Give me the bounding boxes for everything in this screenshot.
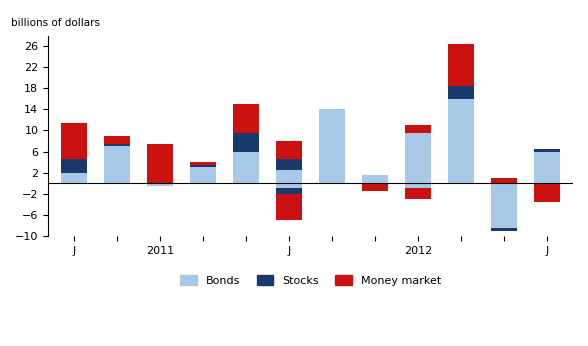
Bar [491, 228, 517, 230]
Bar [61, 173, 87, 183]
Bar [190, 165, 216, 167]
Bar [233, 104, 259, 133]
Bar [491, 178, 517, 183]
Text: 2012: 2012 [404, 246, 432, 256]
Bar [405, 183, 431, 189]
Bar [448, 44, 474, 86]
Bar [534, 183, 560, 202]
Bar [448, 99, 474, 183]
Bar [147, 183, 173, 186]
Bar [405, 189, 431, 199]
Bar [405, 125, 431, 133]
Bar [276, 160, 302, 170]
Bar [319, 109, 345, 183]
Bar [276, 194, 302, 220]
Bar [147, 144, 173, 183]
Bar [276, 189, 302, 194]
Bar [61, 122, 87, 160]
Bar [104, 144, 130, 146]
Bar [534, 152, 560, 183]
Bar [61, 160, 87, 173]
Bar [233, 152, 259, 183]
Bar [104, 136, 130, 144]
Text: billions of dollars: billions of dollars [11, 18, 101, 28]
Bar [362, 175, 388, 183]
Legend: Bonds, Stocks, Money market: Bonds, Stocks, Money market [175, 271, 446, 290]
Bar [362, 183, 388, 191]
Bar [190, 162, 216, 165]
Text: 2011: 2011 [146, 246, 174, 256]
Bar [233, 133, 259, 152]
Bar [104, 146, 130, 183]
Bar [276, 141, 302, 160]
Bar [491, 183, 517, 228]
Bar [534, 149, 560, 152]
Bar [190, 167, 216, 183]
Bar [276, 170, 302, 183]
Bar [448, 86, 474, 99]
Bar [276, 183, 302, 189]
Bar [405, 133, 431, 183]
